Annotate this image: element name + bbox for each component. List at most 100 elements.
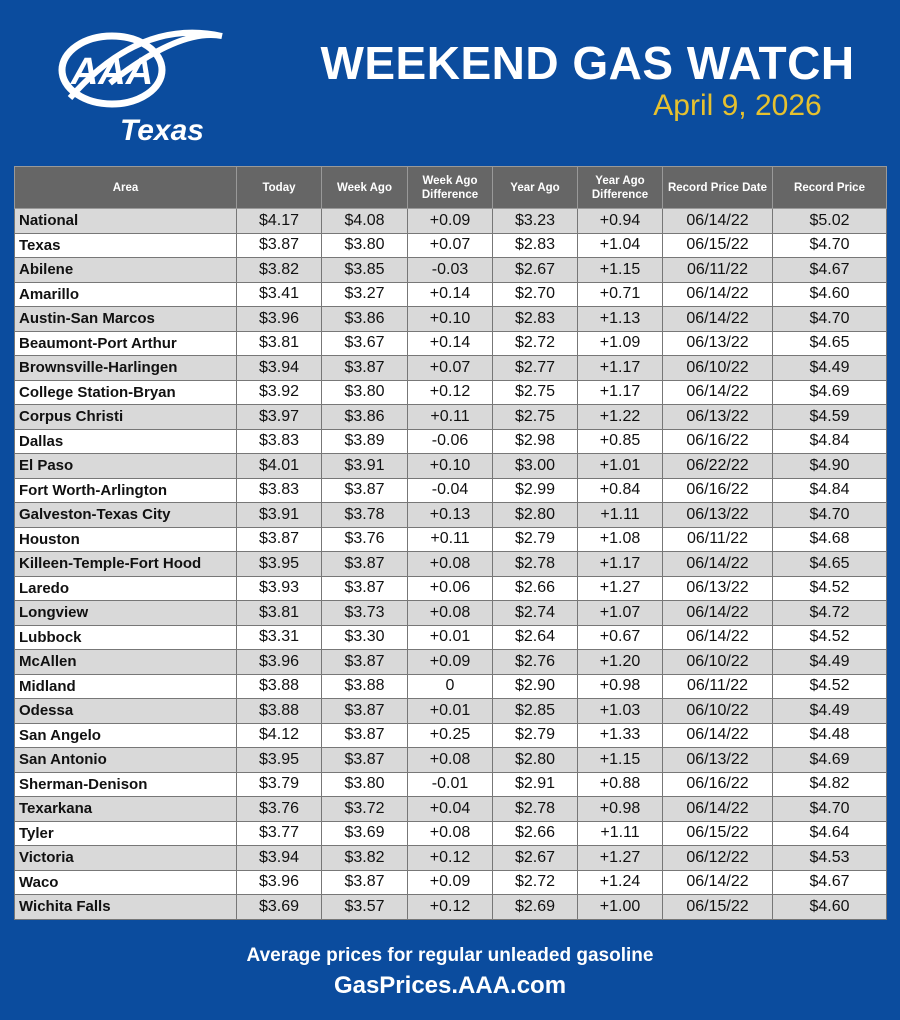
value-cell: $3.30 [321, 624, 408, 650]
value-cell: $3.91 [321, 453, 408, 479]
value-cell: 06/13/22 [662, 502, 773, 528]
table-row: Victoria $3.94 $3.82 +0.12 $2.67 +1.27 06/12/2… [14, 845, 887, 871]
value-cell: $3.87 [236, 526, 322, 552]
table-row: Houston $3.87 $3.76 +0.11 $2.79 +1.08 06/11/22… [14, 526, 887, 552]
value-cell: $3.86 [321, 404, 408, 430]
value-cell: $3.69 [321, 820, 408, 846]
value-cell: $2.72 [492, 330, 578, 356]
value-cell: $4.48 [772, 722, 887, 748]
value-cell: $3.94 [236, 355, 322, 381]
value-cell: $2.72 [492, 869, 578, 895]
value-cell: $4.49 [772, 355, 887, 381]
value-cell: $4.70 [772, 796, 887, 822]
value-cell: $4.69 [772, 747, 887, 773]
area-cell: Killeen-Temple-Fort Hood [14, 551, 237, 577]
value-cell: +0.98 [577, 673, 663, 699]
value-cell: $2.98 [492, 428, 578, 454]
logo-region: Texas [120, 114, 204, 147]
value-cell: $2.85 [492, 698, 578, 724]
value-cell: $3.88 [236, 698, 322, 724]
table-row: Tyler $3.77 $3.69 +0.08 $2.66 +1.11 06/15/22 $4… [14, 820, 887, 846]
logo-oval [58, 32, 166, 108]
area-cell: Waco [14, 869, 237, 895]
value-cell: +1.24 [577, 869, 663, 895]
value-cell: $3.87 [321, 575, 408, 601]
area-cell: Lubbock [14, 624, 237, 650]
value-cell: +0.01 [407, 624, 493, 650]
table-row: Dallas $3.83 $3.89 -0.06 $2.98 +0.85 06/16/22 $… [14, 428, 887, 454]
value-cell: 06/16/22 [662, 771, 773, 797]
value-cell: 06/14/22 [662, 208, 773, 234]
area-cell: Odessa [14, 698, 237, 724]
value-cell: +0.25 [407, 722, 493, 748]
value-cell: 06/15/22 [662, 232, 773, 258]
table-row: Sherman-Denison $3.79 $3.80 -0.01 $2.91 +0.88… [14, 771, 887, 797]
value-cell: $3.96 [236, 869, 322, 895]
table-row: Beaumont-Port Arthur $3.81 $3.67 +0.14 $2.72… [14, 330, 887, 356]
value-cell: $4.08 [321, 208, 408, 234]
value-cell: $3.77 [236, 820, 322, 846]
value-cell: 06/14/22 [662, 600, 773, 626]
value-cell: $4.59 [772, 404, 887, 430]
column-header: Today [236, 166, 322, 209]
value-cell: 06/11/22 [662, 673, 773, 699]
area-cell: San Angelo [14, 722, 237, 748]
value-cell: $3.73 [321, 600, 408, 626]
value-cell: +0.07 [407, 232, 493, 258]
table-row: McAllen $3.96 $3.87 +0.09 $2.76 +1.20 06/10/22… [14, 649, 887, 675]
value-cell: +0.10 [407, 453, 493, 479]
logo: AAA Texas [58, 29, 223, 147]
value-cell: +0.67 [577, 624, 663, 650]
value-cell: +0.71 [577, 281, 663, 307]
value-cell: $3.80 [321, 771, 408, 797]
table-row: Laredo $3.93 $3.87 +0.06 $2.66 +1.27 06/13/22 $… [14, 575, 887, 601]
value-cell: +0.09 [407, 649, 493, 675]
table-row: Lubbock $3.31 $3.30 +0.01 $2.64 +0.67 06/14/22… [14, 624, 887, 650]
value-cell: $4.84 [772, 428, 887, 454]
value-cell: $2.75 [492, 404, 578, 430]
value-cell: 06/13/22 [662, 330, 773, 356]
value-cell: +0.07 [407, 355, 493, 381]
value-cell: +1.20 [577, 649, 663, 675]
value-cell: $3.87 [321, 747, 408, 773]
title: WEEKEND GAS WATCH [320, 37, 855, 89]
value-cell: $3.87 [321, 477, 408, 503]
value-cell: $3.76 [236, 796, 322, 822]
column-header: Area [14, 166, 237, 209]
value-cell: $3.27 [321, 281, 408, 307]
area-cell: Texarkana [14, 796, 237, 822]
value-cell: $3.79 [236, 771, 322, 797]
value-cell: $3.31 [236, 624, 322, 650]
value-cell: 06/14/22 [662, 551, 773, 577]
value-cell: $4.67 [772, 257, 887, 283]
value-cell: 06/14/22 [662, 306, 773, 332]
area-cell: El Paso [14, 453, 237, 479]
value-cell: $3.87 [321, 698, 408, 724]
table-row: San Antonio $3.95 $3.87 +0.08 $2.80 +1.15 06/1… [14, 747, 887, 773]
area-cell: Midland [14, 673, 237, 699]
table-row: Texas $3.87 $3.80 +0.07 $2.83 +1.04 06/15/22 $4… [14, 232, 887, 258]
area-cell: Brownsville-Harlingen [14, 355, 237, 381]
footer-url: GasPrices.AAA.com [333, 972, 567, 999]
value-cell: $3.82 [321, 845, 408, 871]
value-cell: $3.97 [236, 404, 322, 430]
value-cell: +0.04 [407, 796, 493, 822]
table-row: Killeen-Temple-Fort Hood $3.95 $3.87 +0.08 $… [14, 551, 887, 577]
value-cell: $3.69 [236, 894, 322, 920]
value-cell: $2.67 [492, 257, 578, 283]
value-cell: 06/13/22 [662, 404, 773, 430]
value-cell: 06/10/22 [662, 649, 773, 675]
value-cell: $4.72 [772, 600, 887, 626]
value-cell: $4.70 [772, 306, 887, 332]
area-cell: Beaumont-Port Arthur [14, 330, 237, 356]
value-cell: 06/11/22 [662, 526, 773, 552]
value-cell: +1.11 [577, 502, 663, 528]
value-cell: +1.15 [577, 747, 663, 773]
value-cell: $4.52 [772, 624, 887, 650]
value-cell: +0.08 [407, 747, 493, 773]
value-cell: 06/14/22 [662, 869, 773, 895]
value-cell: 06/10/22 [662, 698, 773, 724]
value-cell: 06/15/22 [662, 894, 773, 920]
value-cell: $2.78 [492, 796, 578, 822]
column-header: Record Price Date [662, 166, 773, 209]
